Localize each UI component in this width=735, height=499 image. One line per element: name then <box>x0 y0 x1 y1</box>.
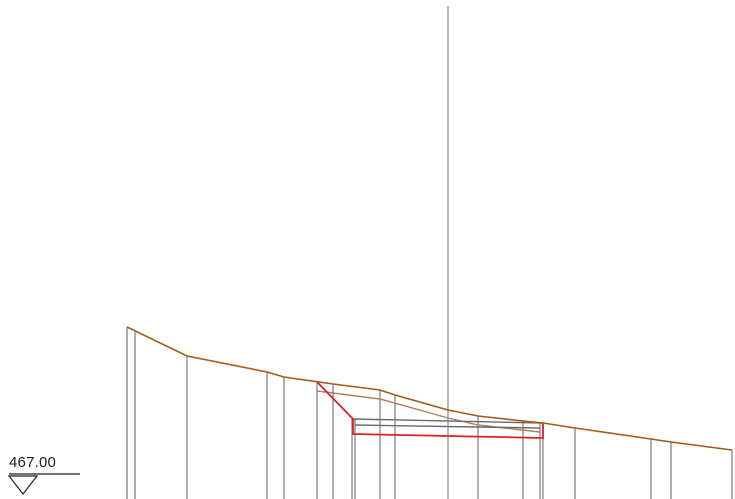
excavation-outline <box>316 381 544 439</box>
station-lines <box>126 327 733 499</box>
ground-line <box>126 326 733 451</box>
datum-triangle-icon <box>7 473 80 495</box>
datum-triangle <box>7 475 39 495</box>
structure-top <box>351 418 544 424</box>
datum-elevation-label: 467.00 <box>9 454 57 471</box>
structure-outline <box>351 418 544 429</box>
structure-mid <box>354 424 541 429</box>
